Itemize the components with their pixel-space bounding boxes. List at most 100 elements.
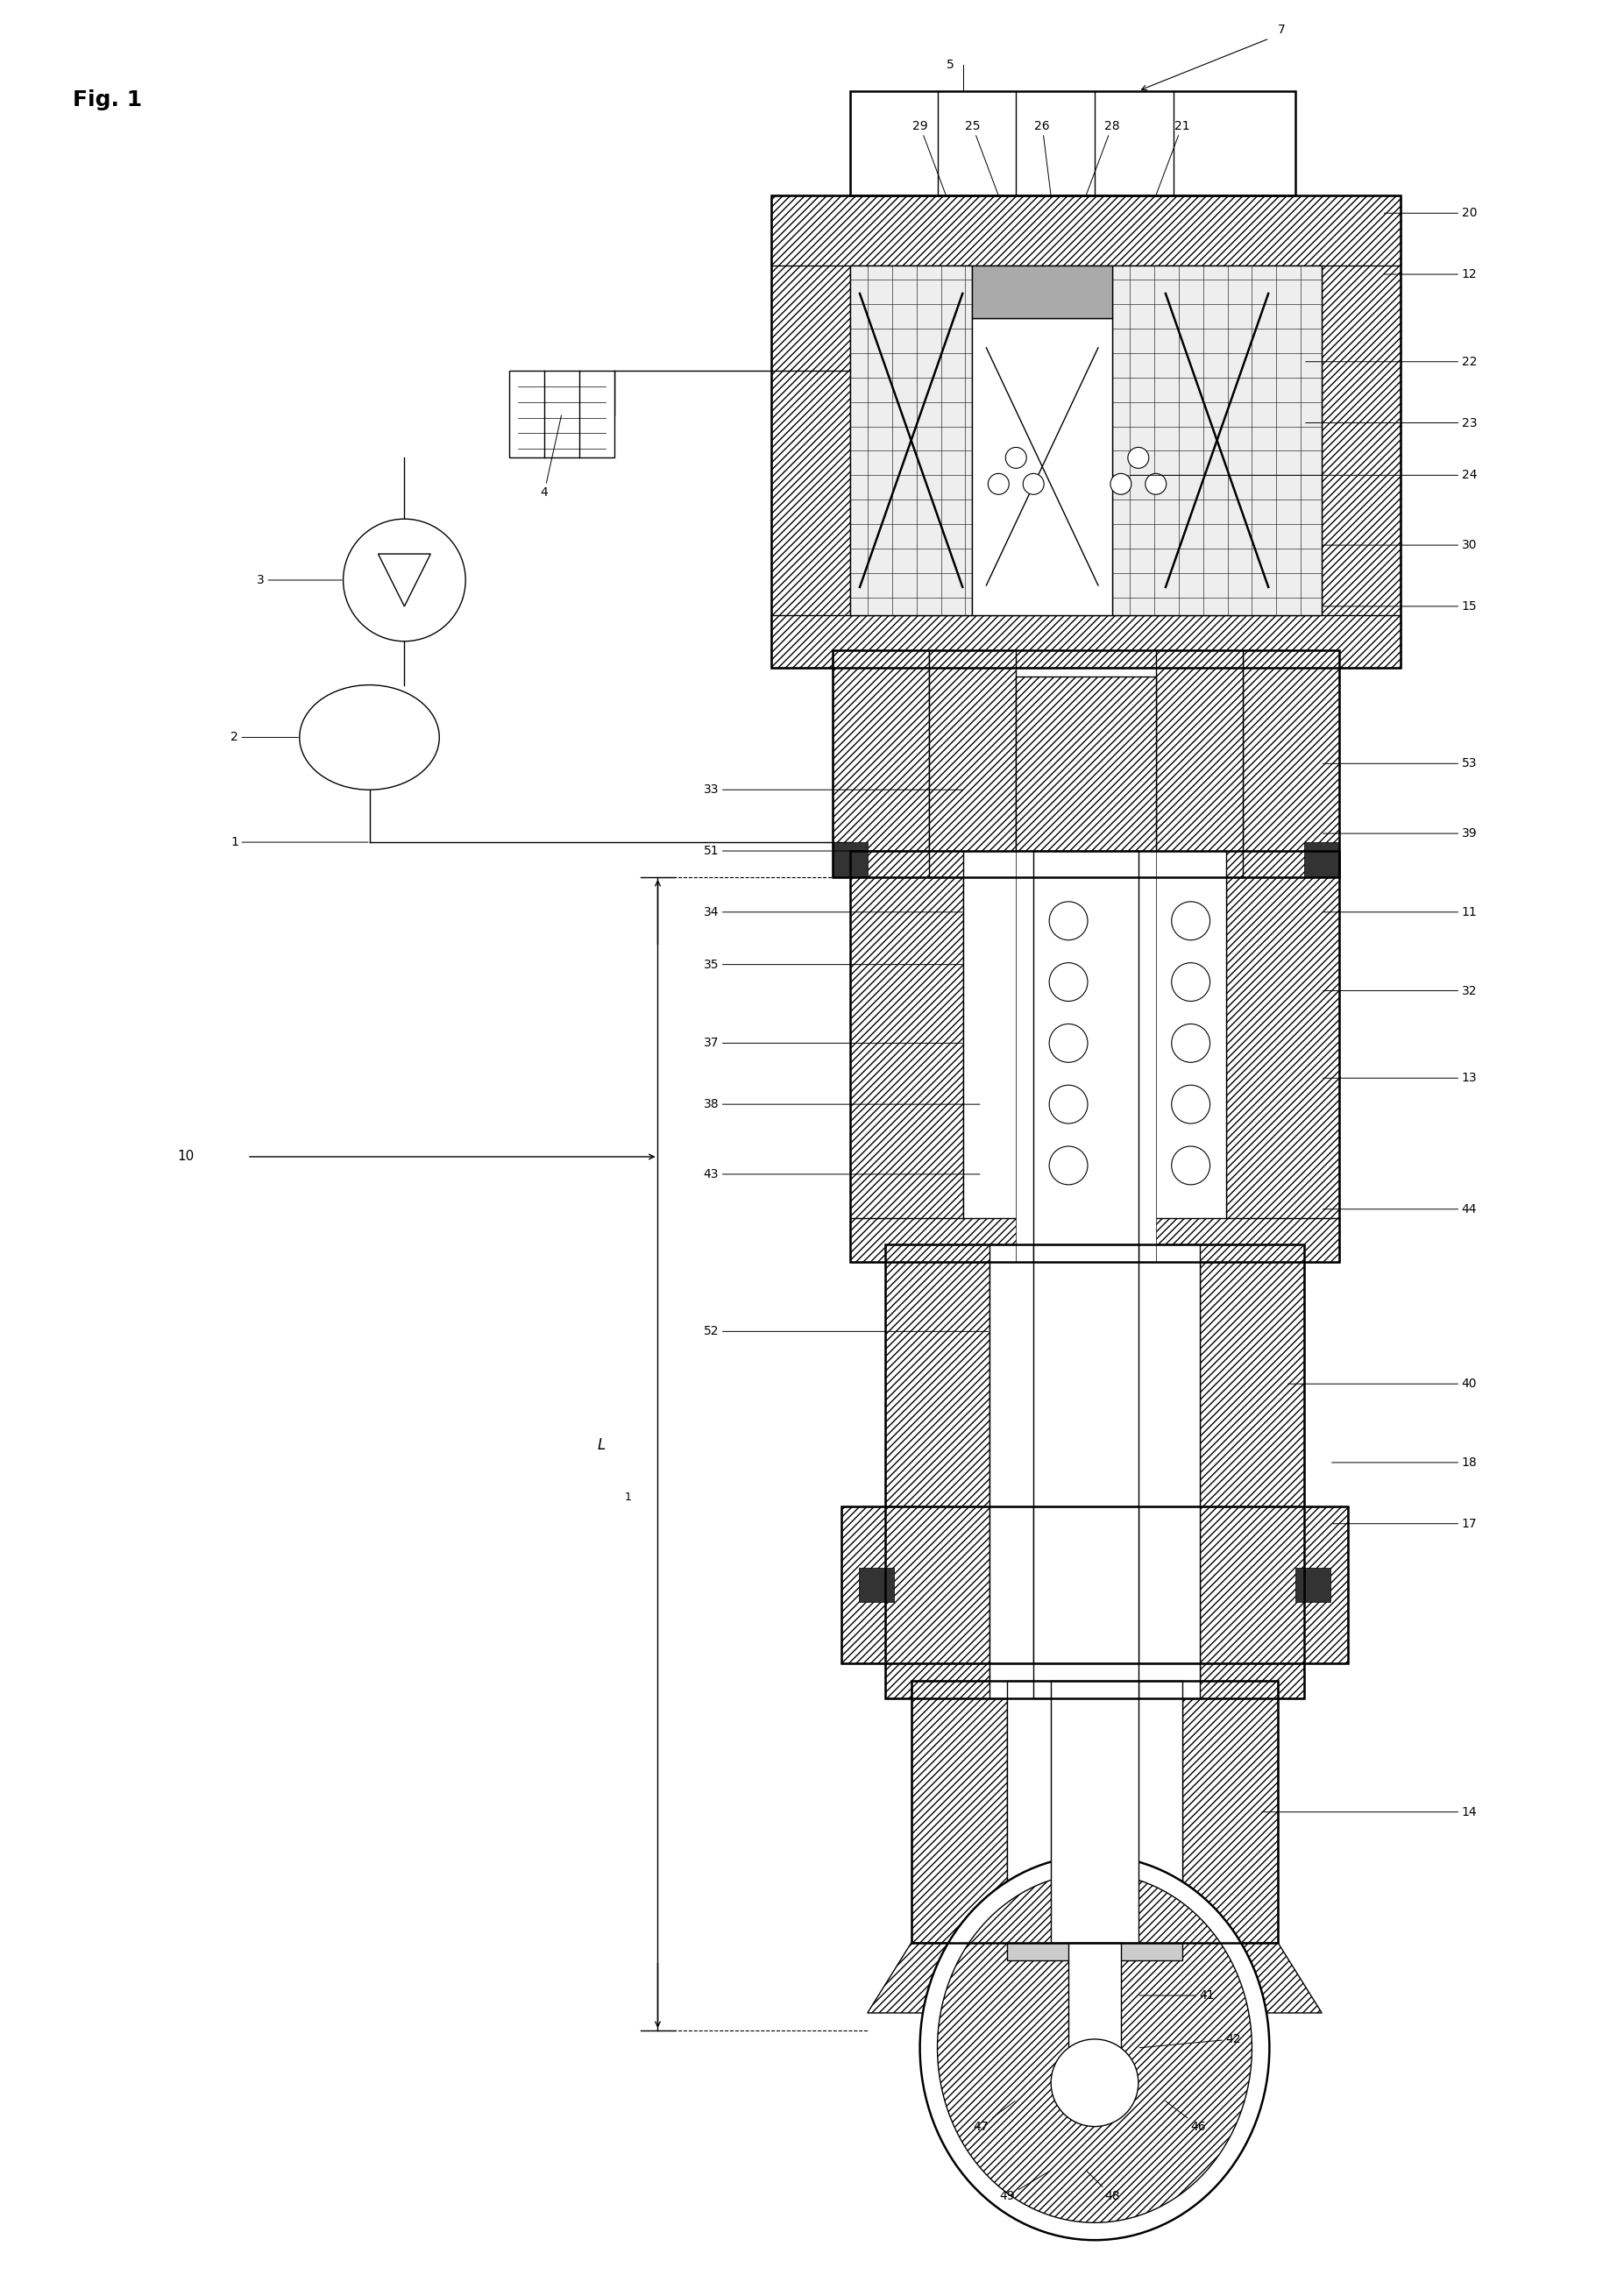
Text: 33: 33 bbox=[704, 783, 962, 797]
Text: 35: 35 bbox=[704, 957, 962, 971]
Text: 51: 51 bbox=[704, 845, 962, 856]
Bar bbox=[911, 1681, 1007, 1942]
Text: 32: 32 bbox=[1322, 985, 1476, 996]
Bar bbox=[928, 650, 1016, 877]
Ellipse shape bbox=[920, 1855, 1270, 2241]
Ellipse shape bbox=[938, 1874, 1252, 2223]
Text: 17: 17 bbox=[1332, 1518, 1476, 1529]
Bar bbox=[911, 1681, 1278, 1942]
Bar bbox=[1181, 1681, 1278, 1942]
Bar bbox=[832, 843, 867, 877]
Text: 42: 42 bbox=[1140, 2032, 1241, 2048]
Bar bbox=[771, 195, 1401, 266]
Text: 7: 7 bbox=[1278, 23, 1286, 37]
Bar bbox=[1034, 1506, 1138, 1665]
Bar bbox=[1226, 852, 1340, 1261]
Text: 21: 21 bbox=[1156, 119, 1189, 195]
Bar bbox=[842, 1506, 1348, 1665]
Bar bbox=[1199, 1244, 1305, 1699]
Bar bbox=[842, 1506, 1348, 1665]
Circle shape bbox=[1172, 902, 1210, 939]
Circle shape bbox=[987, 473, 1008, 494]
Bar bbox=[771, 615, 1401, 668]
Circle shape bbox=[1050, 1086, 1088, 1123]
Text: 52: 52 bbox=[704, 1325, 989, 1339]
Bar bbox=[1069, 1942, 1120, 2066]
Bar bbox=[1138, 852, 1156, 1261]
Circle shape bbox=[1129, 448, 1149, 468]
Text: 2: 2 bbox=[231, 730, 298, 744]
Text: 15: 15 bbox=[1322, 599, 1476, 613]
Bar bbox=[989, 1244, 1199, 1699]
Text: 26: 26 bbox=[1034, 119, 1052, 195]
Bar bbox=[1112, 266, 1322, 615]
Circle shape bbox=[1172, 1086, 1210, 1123]
Bar bbox=[973, 319, 1112, 615]
Text: 28: 28 bbox=[1087, 119, 1120, 195]
Polygon shape bbox=[378, 553, 431, 606]
Bar bbox=[850, 1217, 1340, 1261]
Bar bbox=[963, 852, 1226, 1261]
Bar bbox=[1007, 1681, 1181, 1942]
Bar bbox=[850, 92, 1295, 195]
Text: 1: 1 bbox=[625, 1492, 632, 1504]
Text: 43: 43 bbox=[704, 1169, 979, 1180]
Bar bbox=[1016, 677, 1156, 852]
Text: 3: 3 bbox=[256, 574, 341, 585]
Bar bbox=[832, 650, 1340, 877]
Text: 40: 40 bbox=[1289, 1378, 1476, 1389]
Text: 14: 14 bbox=[1262, 1807, 1476, 1818]
Text: 38: 38 bbox=[704, 1097, 979, 1111]
Bar bbox=[1034, 852, 1138, 1261]
Bar bbox=[859, 1568, 894, 1603]
Circle shape bbox=[343, 519, 465, 641]
Circle shape bbox=[1172, 1024, 1210, 1063]
Bar bbox=[1295, 1568, 1330, 1603]
Text: 5: 5 bbox=[946, 57, 954, 71]
Text: 30: 30 bbox=[1322, 540, 1476, 551]
Circle shape bbox=[1172, 1146, 1210, 1185]
Bar bbox=[1156, 650, 1244, 877]
Bar bbox=[850, 852, 963, 1261]
Text: 24: 24 bbox=[1130, 468, 1476, 482]
Text: 12: 12 bbox=[1385, 269, 1476, 280]
Bar bbox=[832, 650, 928, 877]
Text: 20: 20 bbox=[1385, 207, 1476, 220]
Circle shape bbox=[1111, 473, 1132, 494]
Bar bbox=[989, 1506, 1199, 1665]
Text: 10: 10 bbox=[178, 1150, 194, 1164]
Text: 47: 47 bbox=[973, 2101, 1015, 2133]
Text: 34: 34 bbox=[704, 907, 962, 918]
Bar bbox=[1034, 1244, 1138, 1699]
Bar bbox=[885, 1244, 989, 1699]
Circle shape bbox=[1145, 473, 1167, 494]
Bar bbox=[1305, 843, 1340, 877]
Text: 11: 11 bbox=[1322, 907, 1478, 918]
Bar bbox=[850, 266, 973, 615]
Ellipse shape bbox=[300, 684, 439, 790]
Text: 25: 25 bbox=[965, 119, 999, 195]
Bar bbox=[771, 195, 850, 668]
Text: 46: 46 bbox=[1165, 2101, 1205, 2133]
Text: 49: 49 bbox=[1000, 2170, 1050, 2202]
Bar bbox=[771, 195, 1401, 668]
Circle shape bbox=[1172, 962, 1210, 1001]
Polygon shape bbox=[1181, 1942, 1322, 2014]
Polygon shape bbox=[867, 1942, 1007, 2014]
Text: 13: 13 bbox=[1322, 1072, 1476, 1084]
Text: 23: 23 bbox=[1305, 416, 1476, 429]
Circle shape bbox=[1050, 962, 1088, 1001]
Text: 48: 48 bbox=[1087, 2172, 1120, 2202]
Text: Fig. 1: Fig. 1 bbox=[72, 90, 141, 110]
Text: 44: 44 bbox=[1322, 1203, 1476, 1215]
Bar bbox=[1052, 1681, 1138, 1942]
Text: 53: 53 bbox=[1322, 758, 1476, 769]
Text: 39: 39 bbox=[1322, 827, 1476, 840]
Circle shape bbox=[1050, 1146, 1088, 1185]
Text: 4: 4 bbox=[540, 416, 561, 498]
Text: 18: 18 bbox=[1332, 1456, 1478, 1469]
Text: L: L bbox=[598, 1437, 606, 1453]
Bar bbox=[885, 1244, 1305, 1699]
Text: 29: 29 bbox=[912, 119, 946, 195]
Text: 22: 22 bbox=[1305, 356, 1476, 367]
